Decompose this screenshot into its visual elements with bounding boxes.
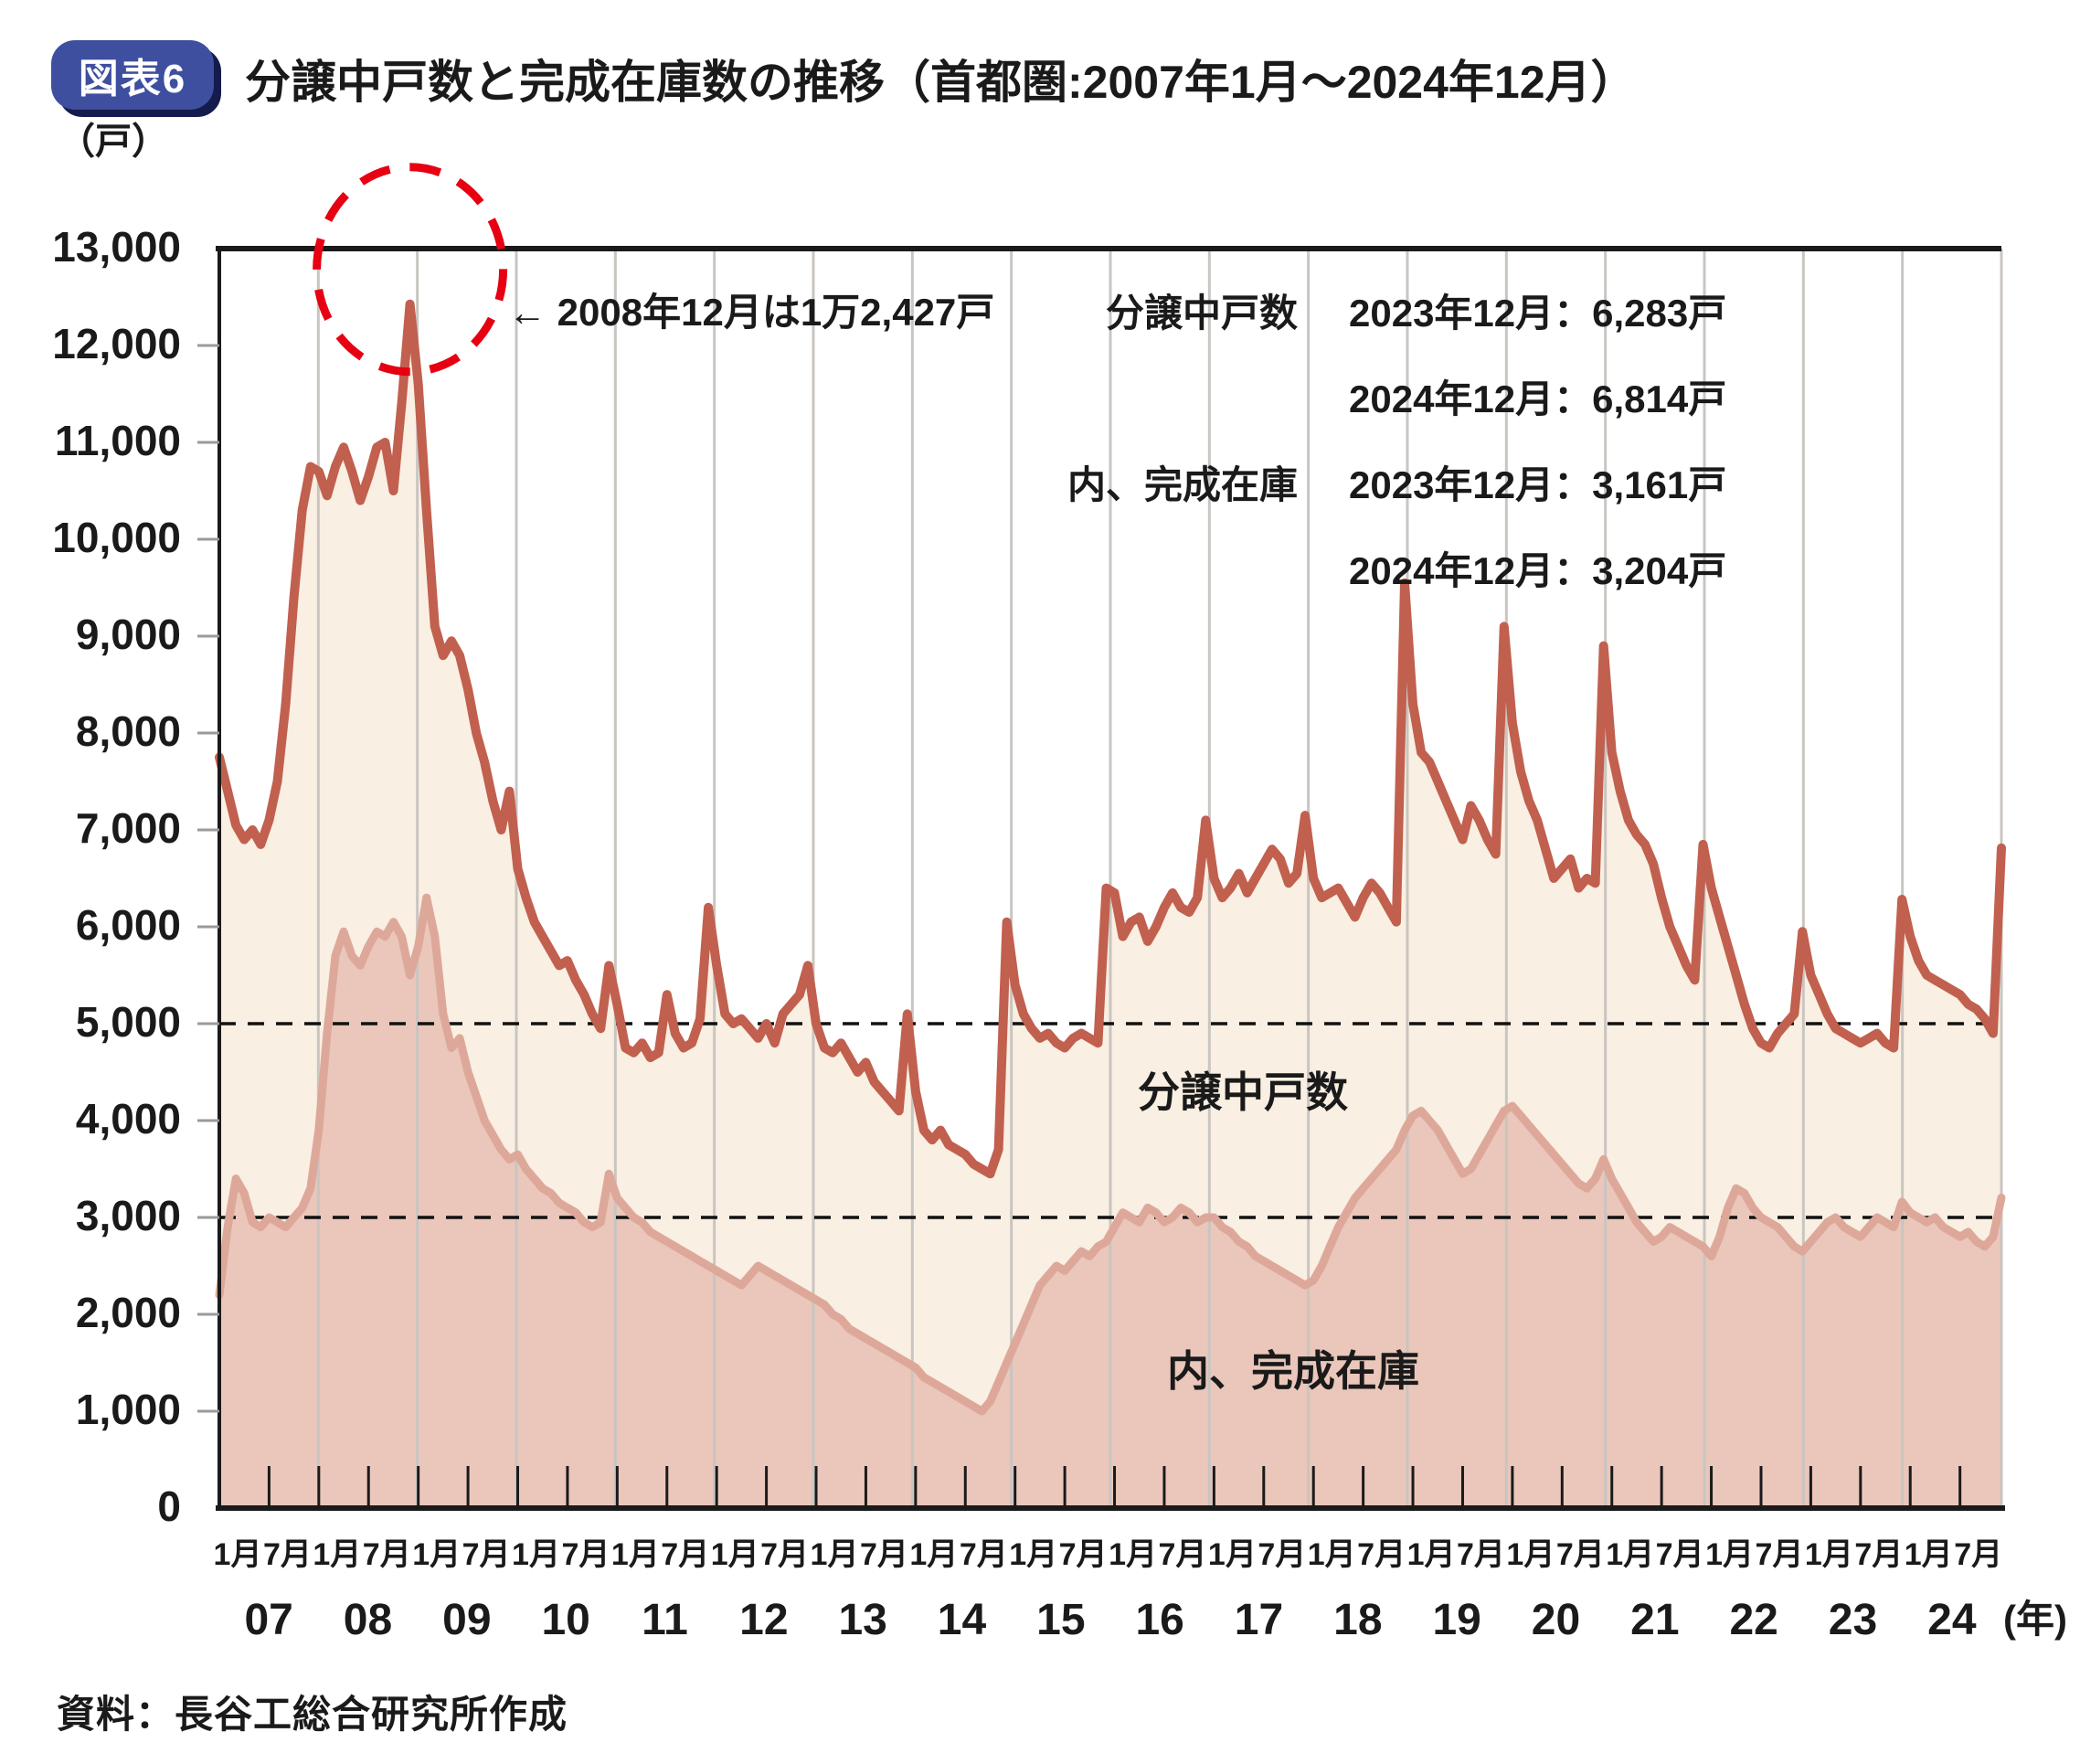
- x-axis-month-label: 1月: [711, 1537, 759, 1572]
- x-axis-month-label: 1月: [313, 1537, 361, 1572]
- x-axis-year-label: 19: [1432, 1596, 1480, 1644]
- x-axis-month-label: 7月: [960, 1537, 1008, 1572]
- peak-annotation: ← 2008年12月は1万2,427戸: [508, 291, 995, 334]
- x-axis-month-label: 7月: [561, 1537, 610, 1572]
- x-axis-month-label: 7月: [462, 1537, 511, 1572]
- legend-row-value: 2024年12月：6,814戸: [1349, 377, 1727, 420]
- x-axis-year-label: 24: [1927, 1596, 1977, 1644]
- x-axis-month-label: 1月: [512, 1537, 560, 1572]
- x-axis-month-label: 1月: [412, 1537, 461, 1572]
- x-axis-month-label: 7月: [1854, 1537, 1903, 1572]
- x-axis-year-label: 14: [938, 1596, 987, 1644]
- x-axis-month-label: 1月: [1705, 1537, 1754, 1572]
- y-axis-label: 4,000: [76, 1095, 181, 1142]
- legend: 分譲中戸数 2023年12月：6,283戸 2024年12月：6,814戸内、完成在…: [1024, 271, 1726, 614]
- y-axis-label: 3,000: [76, 1192, 181, 1239]
- y-axis-label: 8,000: [76, 707, 181, 755]
- x-axis-month-label: 7月: [661, 1537, 709, 1572]
- x-axis-month-label: 7月: [263, 1537, 312, 1572]
- x-axis-month-label: 1月: [1407, 1537, 1456, 1572]
- y-axis-label: 1,000: [76, 1386, 181, 1433]
- highlight-circle: [313, 163, 508, 377]
- x-axis-year-label: 20: [1532, 1596, 1580, 1644]
- x-axis-month-label: 1月: [1208, 1537, 1257, 1572]
- x-axis-month-label: 7月: [1656, 1537, 1704, 1572]
- x-axis-month-label: 7月: [1258, 1537, 1306, 1572]
- x-axis-month-label: 1月: [611, 1537, 660, 1572]
- x-axis-month-label: 1月: [1805, 1537, 1853, 1572]
- x-axis-year-label: 07: [244, 1596, 292, 1644]
- series-label-completed-inventory: 内、完成在庫: [1167, 1347, 1419, 1395]
- x-axis-month-label: 1月: [1109, 1537, 1157, 1572]
- x-axis-month-label: 7月: [1457, 1537, 1505, 1572]
- y-axis-label: 7,000: [76, 804, 181, 852]
- source-note: 資料：長谷工総合研究所作成: [57, 1693, 568, 1736]
- x-axis-year-label: 16: [1135, 1596, 1183, 1644]
- x-axis-year-label: 22: [1729, 1596, 1778, 1644]
- x-axis-year-label: 21: [1630, 1596, 1679, 1644]
- y-axis-label: 13,000: [52, 223, 181, 271]
- x-axis-year-label: 10: [541, 1596, 589, 1644]
- x-axis-month-label: 1月: [811, 1537, 859, 1572]
- series-line-for-sale: [215, 299, 2006, 1179]
- x-axis-year-label: 18: [1333, 1596, 1382, 1644]
- x-axis-year-label: 13: [838, 1596, 886, 1644]
- x-axis-year-label: 12: [739, 1596, 788, 1644]
- legend-row-label: 内、完成在庫: [1067, 463, 1298, 506]
- x-axis-month-label: 1月: [1308, 1537, 1356, 1572]
- series-label-for-sale: 分譲中戸数: [1138, 1068, 1348, 1116]
- x-axis-month-label: 1月: [214, 1537, 262, 1572]
- x-axis-month-label: 7月: [1158, 1537, 1206, 1572]
- y-axis-label: 12,000: [52, 320, 181, 367]
- x-axis-month-label: 7月: [1954, 1537, 2002, 1572]
- y-axis-unit-label: （戸）: [58, 122, 168, 162]
- series-line-completed-inventory: [215, 893, 2006, 1416]
- x-axis-month-label: 1月: [909, 1537, 958, 1572]
- x-axis-year-suffix: (年): [2003, 1598, 2067, 1641]
- x-axis-month-label: 7月: [760, 1537, 809, 1572]
- y-axis-label: 0: [157, 1482, 181, 1530]
- figure-badge-label: 図表6: [78, 57, 187, 101]
- legend-row-label: 分譲中戸数: [1105, 292, 1298, 335]
- y-axis-label: 10,000: [52, 514, 181, 561]
- y-axis-label: 6,000: [76, 901, 181, 949]
- x-axis-month-label: 7月: [860, 1537, 908, 1572]
- x-axis-year-label: 08: [344, 1596, 392, 1644]
- legend-row-label: [1024, 356, 1298, 442]
- series-area-completed-inventory: [219, 898, 2001, 1508]
- x-axis-year-label: 23: [1829, 1596, 1877, 1644]
- x-axis-year-label: 11: [642, 1596, 688, 1644]
- x-axis-month-label: 1月: [1506, 1537, 1555, 1572]
- legend-row-value: 2023年12月：6,283戸: [1349, 292, 1727, 335]
- x-axis-month-label: 7月: [1756, 1537, 1804, 1572]
- y-axis-label: 5,000: [76, 998, 181, 1046]
- y-axis-label: 9,000: [76, 611, 181, 658]
- y-axis-label: 11,000: [55, 417, 181, 464]
- x-axis-year-label: 15: [1036, 1596, 1085, 1644]
- figure-badge: 図表6: [51, 40, 214, 110]
- x-axis-month-label: 1月: [1905, 1537, 1953, 1572]
- y-axis-label: 2,000: [76, 1289, 181, 1336]
- x-axis-month-label: 1月: [1606, 1537, 1654, 1572]
- x-axis-month-label: 7月: [1059, 1537, 1108, 1572]
- x-axis-year-label: 09: [442, 1596, 491, 1644]
- legend-row-value: 2023年12月：3,161戸: [1349, 463, 1727, 506]
- chart-title: 分譲中戸数と完成在庫数の推移（首都圏:2007年1月～2024年12月）: [245, 57, 1637, 108]
- x-axis-month-label: 7月: [1556, 1537, 1605, 1572]
- x-axis-year-label: 17: [1235, 1596, 1283, 1644]
- x-axis-month-label: 7月: [1357, 1537, 1406, 1572]
- legend-row-label: [1024, 528, 1298, 614]
- x-axis-month-label: 7月: [363, 1537, 411, 1572]
- x-axis-month-label: 1月: [1009, 1537, 1057, 1572]
- legend-row-value: 2024年12月：3,204戸: [1349, 549, 1727, 592]
